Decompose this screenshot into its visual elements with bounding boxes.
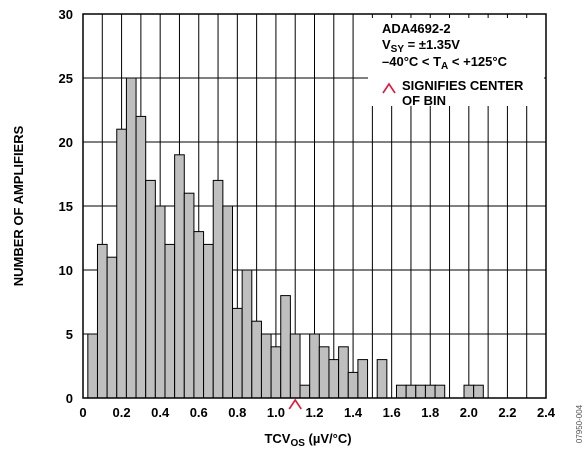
y-tick-label: 15 xyxy=(59,199,73,214)
histogram-bar xyxy=(222,205,234,399)
histogram-bar xyxy=(193,231,205,399)
annotation-line-part: ADA4692-2 xyxy=(382,21,451,36)
x-tick-label: 1.2 xyxy=(305,405,323,420)
histogram-bar xyxy=(357,359,369,399)
histogram-bar xyxy=(174,154,185,399)
annotation-supply-sub: SY xyxy=(391,44,405,55)
x-tick-label: 2.2 xyxy=(498,405,516,420)
histogram-bar xyxy=(270,346,282,399)
histogram-bar xyxy=(405,384,417,399)
histogram-bar xyxy=(164,243,176,399)
histogram-bar xyxy=(299,384,311,399)
y-tick-label: 25 xyxy=(59,71,73,86)
histogram-bar xyxy=(289,333,301,399)
y-tick-label: 5 xyxy=(66,327,73,342)
histogram-bar xyxy=(415,384,426,399)
y-tick-label: 0 xyxy=(66,391,73,406)
histogram-bar xyxy=(318,346,330,399)
histogram-bar xyxy=(328,359,340,399)
x-tick-label: 1.4 xyxy=(344,405,363,420)
figure-id: 07950-004 xyxy=(575,404,584,443)
histogram-bar xyxy=(135,115,147,399)
caret-marker-icon xyxy=(382,82,396,94)
histogram-bar xyxy=(125,77,137,399)
x-tick-label: 0 xyxy=(79,405,86,420)
annotation-temp-b: < +125°C xyxy=(448,54,507,69)
y-axis-label: NUMBER OF AMPLIFIERS xyxy=(11,125,26,286)
x-axis-label-rest: (µV/°C) xyxy=(305,431,352,446)
annotation-background xyxy=(368,18,544,106)
x-tick-label: 0.4 xyxy=(151,405,170,420)
histogram-bar xyxy=(212,179,224,399)
histogram-bar xyxy=(232,307,243,399)
histogram-bar xyxy=(145,179,156,399)
histogram-bar xyxy=(154,205,166,399)
histogram-bar xyxy=(434,384,446,399)
plot-frame xyxy=(82,13,547,399)
bin-center-marker-icon xyxy=(288,398,302,410)
histogram-bar xyxy=(183,192,195,399)
annotation-box: ADA4692-2 VSY = ±1.35V –40°C < TA < +125… xyxy=(368,18,544,108)
histogram-bar xyxy=(260,333,272,399)
histogram-bar xyxy=(463,384,475,399)
annotation-line-temperature: –40°C < TA < +125°C xyxy=(382,54,508,72)
annotation-temp-a: –40°C < T xyxy=(382,54,441,69)
histogram-bar xyxy=(96,243,108,399)
x-tick-label: 0.8 xyxy=(228,405,246,420)
annotation-line-signifies: SIGNIFIES CENTER xyxy=(402,78,524,93)
histogram-bar xyxy=(116,128,127,399)
annotation-supply-main: V xyxy=(382,37,391,52)
y-tick-labels: 0 5 10 15 20 25 30 xyxy=(59,7,73,406)
histogram-bar xyxy=(424,384,436,399)
x-tick-labels: 0 0.2 0.4 0.6 0.8 1.0 1.2 1.4 1.6 1.8 2.0 2.2 2.4 xyxy=(79,405,555,420)
x-axis-label-sub: OS xyxy=(290,438,305,449)
histogram-bar xyxy=(203,243,214,399)
annotation-temp-sub: A xyxy=(441,61,448,72)
y-tick-label: 20 xyxy=(59,135,73,150)
annotation-line-supply: VSY = ±1.35V xyxy=(382,37,460,55)
histogram-bar xyxy=(473,384,484,399)
x-tick-label: 2.4 xyxy=(537,405,556,420)
histogram-bar xyxy=(241,269,253,399)
x-tick-label: 0.6 xyxy=(190,405,208,420)
y-tick-label: 10 xyxy=(59,263,73,278)
y-tick-label: 30 xyxy=(59,7,73,22)
annotation-supply-rest: = ±1.35V xyxy=(404,37,460,52)
histogram-bar xyxy=(309,333,320,399)
x-tick-label: 1.6 xyxy=(383,405,401,420)
x-tick-label: 2.0 xyxy=(460,405,478,420)
x-tick-label: 0.2 xyxy=(113,405,131,420)
annotation-line-of-bin: OF BIN xyxy=(402,93,446,108)
histogram-bar xyxy=(251,320,262,399)
x-tick-label: 1.0 xyxy=(267,405,285,420)
histogram-bar xyxy=(338,346,349,399)
x-tick-label: 1.8 xyxy=(421,405,439,420)
histogram-bar xyxy=(395,384,407,399)
histogram-bars xyxy=(87,77,484,399)
histogram-bar xyxy=(280,295,291,399)
x-axis-label: TCVOS (µV/°C) xyxy=(264,431,351,449)
histogram-bar xyxy=(87,333,98,399)
histogram-bar xyxy=(347,371,359,399)
histogram-bar xyxy=(376,359,388,399)
x-axis-label-main: TCV xyxy=(264,431,290,446)
histogram-bar xyxy=(106,256,118,399)
